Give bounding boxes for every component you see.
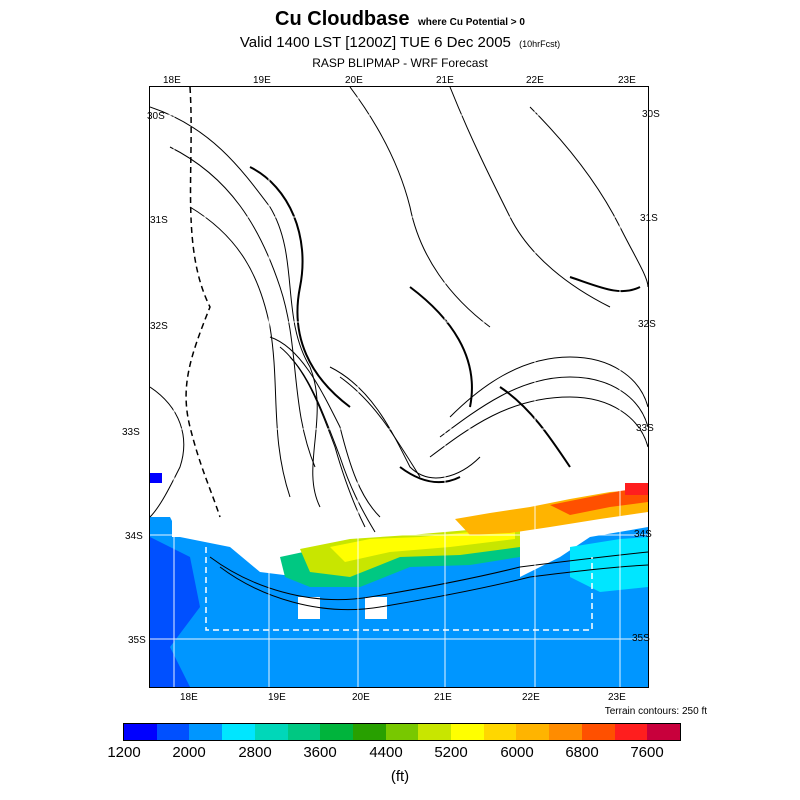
colorbar-swatch — [614, 724, 648, 740]
colorbar-tick-label: 7600 — [630, 744, 664, 761]
map-subtitle: RASP BLIPMAP - WRF Forecast — [312, 56, 488, 70]
lon-label-top: 21E — [436, 75, 454, 86]
cloudbase-field-yellow — [330, 529, 515, 562]
lon-label-top: 22E — [526, 75, 544, 86]
lat-label-right: 33S — [636, 423, 654, 434]
colorbar-swatch — [254, 724, 288, 740]
lon-label-bottom: 19E — [268, 692, 286, 703]
lat-label-right: 35S — [632, 633, 650, 644]
lat-label-right: 31S — [640, 213, 658, 224]
lat-label-left: 30S — [147, 111, 165, 122]
lon-label-top: 18E — [163, 75, 181, 86]
colorbar — [123, 723, 681, 741]
colorbar-tick-label: 5200 — [434, 744, 468, 761]
colorbar-swatch — [385, 724, 419, 740]
colorbar-swatch — [549, 724, 582, 740]
lon-label-top: 19E — [253, 75, 271, 86]
lat-label-right: 30S — [642, 109, 660, 120]
colorbar-swatch — [222, 724, 255, 740]
lat-label-left: 31S — [150, 215, 168, 226]
title-condition: where Cu Potential > 0 — [417, 17, 525, 28]
terrain-contour-note: Terrain contours: 250 ft — [604, 706, 707, 717]
lon-label-bottom: 20E — [352, 692, 370, 703]
lat-label-left: 35S — [128, 635, 146, 646]
colorbar-swatch — [483, 724, 517, 740]
colorbar-tick-label: 6800 — [565, 744, 599, 761]
cloudbase-field-cyan — [570, 537, 648, 592]
colorbar-swatch — [124, 724, 157, 740]
terrain-contours — [149, 86, 649, 611]
colorbar-tick-label: 1200 — [107, 744, 141, 761]
lon-label-bottom: 22E — [522, 692, 540, 703]
cloudbase-field-crimson — [625, 483, 648, 495]
latlon-grid — [150, 87, 648, 687]
map-title: Cu Cloudbase where Cu Potential > 0 — [0, 8, 800, 34]
cloudbase-field-blue-cell — [150, 473, 162, 483]
valid-time: Valid 1400 LST [1200Z] TUE 6 Dec 2005 — [239, 34, 511, 51]
terrain-contours-bold — [249, 166, 641, 484]
cloudbase-field-deep — [150, 537, 200, 687]
valid-time-line: Valid 1400 LST [1200Z] TUE 6 Dec 2005 (1… — [0, 34, 800, 54]
lon-label-bottom: 23E — [608, 692, 626, 703]
lat-label-right: 34S — [634, 529, 652, 540]
forecast-map — [149, 86, 649, 688]
colorbar-swatch — [189, 724, 223, 740]
colorbar-swatch — [516, 724, 550, 740]
cloudbase-field-low — [150, 517, 648, 687]
colorbar-swatch — [581, 724, 615, 740]
lat-label-left: 33S — [122, 427, 140, 438]
colorbar-swatch — [418, 724, 452, 740]
lon-label-bottom: 21E — [434, 692, 452, 703]
cloudbase-field-red — [550, 487, 648, 515]
colorbar-tick-label: 3600 — [303, 744, 337, 761]
forecast-domain-boundary — [205, 547, 593, 631]
colorbar-swatch — [287, 724, 321, 740]
colorbar-tick-label: 2000 — [172, 744, 206, 761]
lat-label-left: 32S — [150, 321, 168, 332]
forecast-hours: (10hrFcst) — [519, 39, 561, 49]
lat-label-right: 32S — [638, 319, 656, 330]
colorbar-unit: (ft) — [390, 768, 410, 785]
masked-cell — [298, 597, 320, 619]
title-main: Cu Cloudbase — [275, 8, 410, 30]
lon-label-bottom: 18E — [180, 692, 198, 703]
lat-label-left: 34S — [125, 531, 143, 542]
colorbar-swatch — [320, 724, 353, 740]
colorbar-swatch — [156, 724, 190, 740]
colorbar-swatch — [451, 724, 484, 740]
lon-label-top: 20E — [345, 75, 363, 86]
colorbar-swatch — [647, 724, 680, 740]
colorbar-tick-label: 6000 — [500, 744, 534, 761]
masked-cell — [172, 517, 184, 537]
lon-label-top: 23E — [618, 75, 636, 86]
colorbar-swatch — [352, 724, 386, 740]
colorbar-tick-label: 4400 — [369, 744, 403, 761]
coastline-dashed — [185, 86, 221, 518]
colorbar-tick-label: 2800 — [238, 744, 272, 761]
map-graphic — [149, 86, 649, 687]
